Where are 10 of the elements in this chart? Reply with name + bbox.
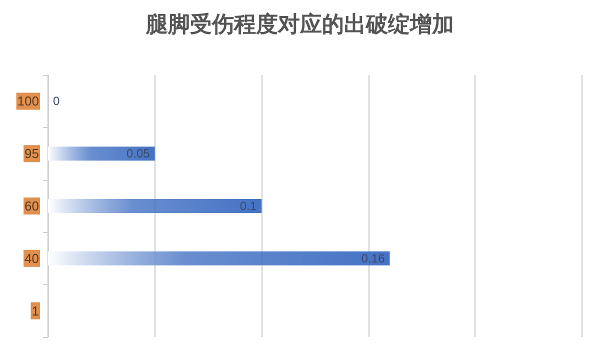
- y-tick-label: 60: [24, 198, 39, 214]
- data-label: 0: [53, 94, 60, 108]
- data-label: 0.05: [126, 146, 150, 161]
- y-tick-label: 95: [24, 146, 39, 162]
- data-label: 0.16: [361, 251, 386, 266]
- chart-title: 腿脚受伤程度对应的出破绽增加: [145, 12, 454, 36]
- data-label: 0.1: [240, 199, 257, 213]
- y-tick-label: 100: [17, 94, 39, 109]
- y-tick-label: 40: [24, 250, 39, 266]
- y-tick-label: 1: [32, 303, 39, 318]
